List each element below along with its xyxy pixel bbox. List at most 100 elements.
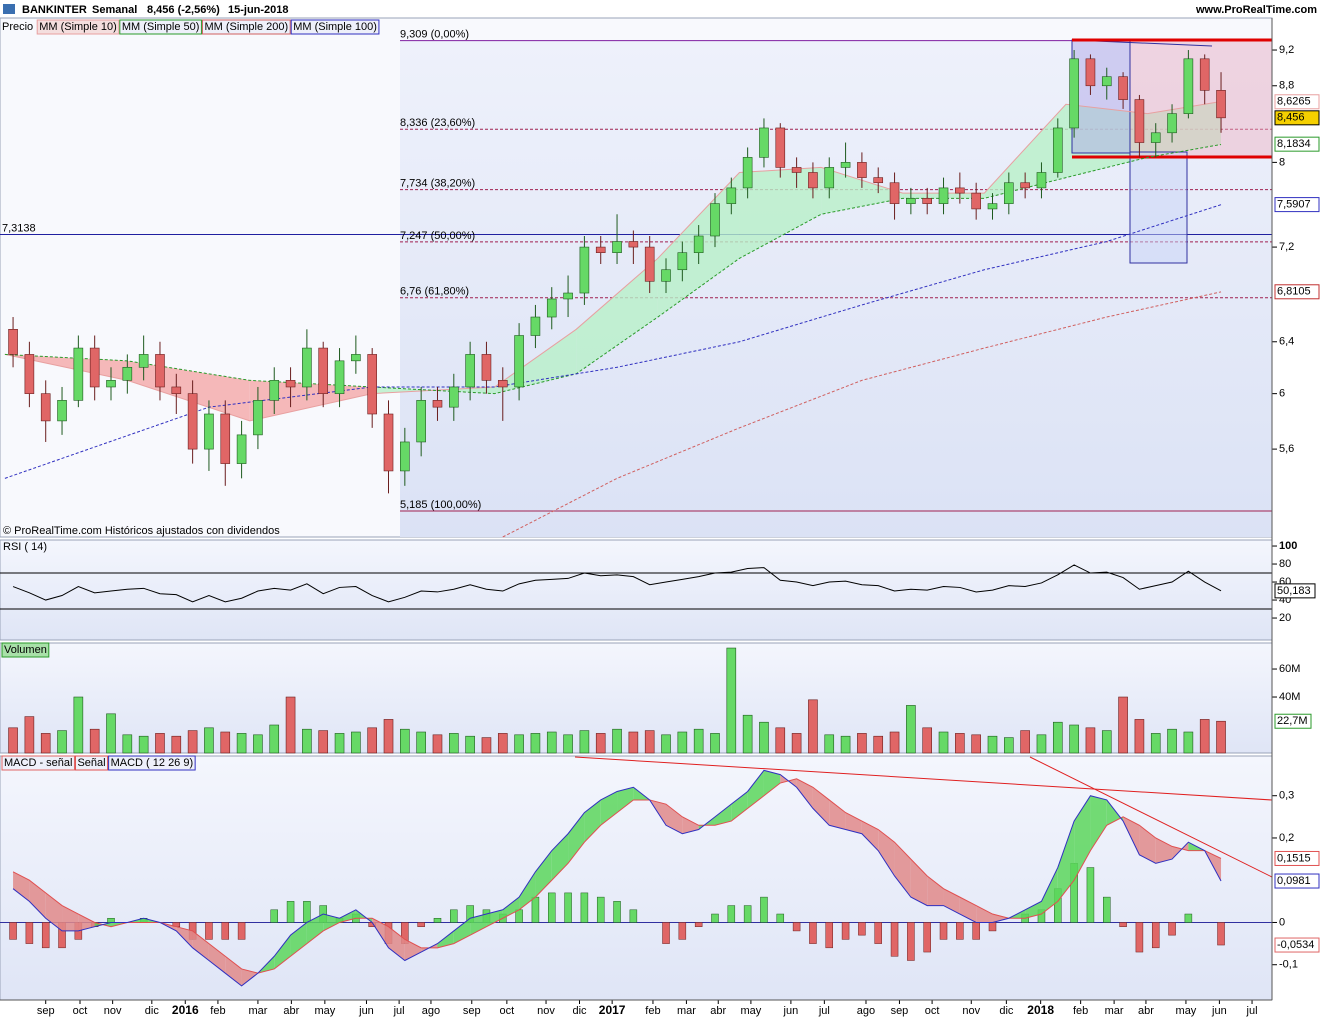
y-tick-label: 8,8 [1279,80,1294,92]
volume-bar [579,730,590,754]
macd-fill [437,930,454,948]
legend-entry-box [201,19,291,35]
histogram-bar [923,922,931,953]
macd-fill [796,778,813,809]
y-tick-label: 80 [1279,558,1291,570]
last-label-box [1274,850,1320,866]
price-label: 8,456 [1277,112,1305,124]
macd-fill [600,791,618,826]
volume-bar [987,735,998,754]
x-tick-label: sep [891,1005,909,1017]
histogram-bar [907,922,915,961]
candle-body [318,347,329,394]
x-tick-label: dic [145,1005,160,1017]
volume-bar [906,705,916,754]
x-tick-label: oct [500,1005,515,1017]
candle-body [122,366,133,381]
candle-body [138,354,149,368]
candle-body [775,127,786,168]
macd-fill [274,935,291,969]
histogram-bar [1119,922,1127,927]
x-tick-label: nov [962,1005,980,1017]
volume-bar [710,733,720,754]
candle-body [661,269,671,282]
candle-body [383,413,394,472]
candle-body [677,252,688,271]
histogram-bar [41,922,50,949]
volume-bar [1101,730,1112,754]
candle-body [1004,182,1014,204]
histogram-bar [1086,867,1095,923]
histogram-bar [988,922,997,932]
x-tick-label: oct [73,1005,88,1017]
fibonacci-label: 6,76 (61,80%) [400,286,469,298]
last-label-box [1274,873,1320,889]
macd-fill [13,871,30,902]
macd-line [12,778,1222,974]
volume-bar [595,733,606,754]
y-tick-label: 6,4 [1279,336,1294,348]
price-label-box [1274,284,1320,300]
y-tick-label: 100 [1279,540,1297,552]
period: Semanal [92,4,137,16]
x-tick-label: oct [925,1005,940,1017]
candle-body [351,354,361,362]
x-tick-label: feb [210,1005,225,1017]
volume-bar [1069,724,1079,754]
candle-body [840,162,851,168]
candle-body [187,393,198,450]
histogram-bar [972,922,980,940]
macd-fill [910,859,928,906]
candle-body [481,354,492,381]
candle-body [612,241,622,253]
candle-body [334,360,345,394]
macd-fill [551,833,569,881]
volume-bar [628,731,639,754]
drawing-box [1129,151,1188,264]
volume-bar [791,733,802,754]
volume-bar [661,734,671,754]
volume-bar [1216,720,1226,754]
legend-entry: MACD - señal [4,757,72,769]
volume-bar [742,714,753,754]
macd-fill [404,939,422,961]
volume-bar [155,733,165,754]
histogram-bar [596,896,605,923]
macd-fill [323,914,340,931]
ma-ribbon [576,258,658,374]
candle-body [1183,58,1194,114]
candle-body [628,241,639,248]
volume-bar [400,728,410,754]
volume-bar [302,728,312,754]
volume-bar [644,730,655,754]
volume-bar [1052,721,1063,754]
volume-bar [677,731,688,754]
volume-bar [546,731,557,754]
volume-bar [824,734,835,754]
histogram-bar [433,917,442,923]
x-tick-label: dic [999,1005,1014,1017]
last-label: 0,1515 [1277,852,1311,864]
panel-title: RSI ( 14) [3,541,47,553]
histogram-bar [939,922,948,940]
volume-bar [808,699,818,754]
candle-body [8,329,18,355]
macd-fill [894,842,911,898]
candle-body [1134,99,1145,143]
x-tick-label: ago [857,1005,875,1017]
volume-bar [481,737,492,754]
candle-body [1085,58,1096,87]
fibonacci-label: 5,185 (100,00%) [400,499,481,511]
histogram-bar [580,892,589,923]
panel-title: Volumen [4,644,47,656]
legend-entry: MACD ( 12 26 9) [111,757,194,769]
x-tick-label: jun [1211,1005,1227,1017]
histogram-bar [286,901,295,923]
x-tick-label: sep [37,1005,55,1017]
x-tick-label: feb [1073,1005,1088,1017]
footer: © ProRealTime.com Históricos ajustados c… [3,525,280,537]
volume-bar [122,734,133,754]
candle-body [873,177,884,184]
volume-bar [57,730,67,754]
